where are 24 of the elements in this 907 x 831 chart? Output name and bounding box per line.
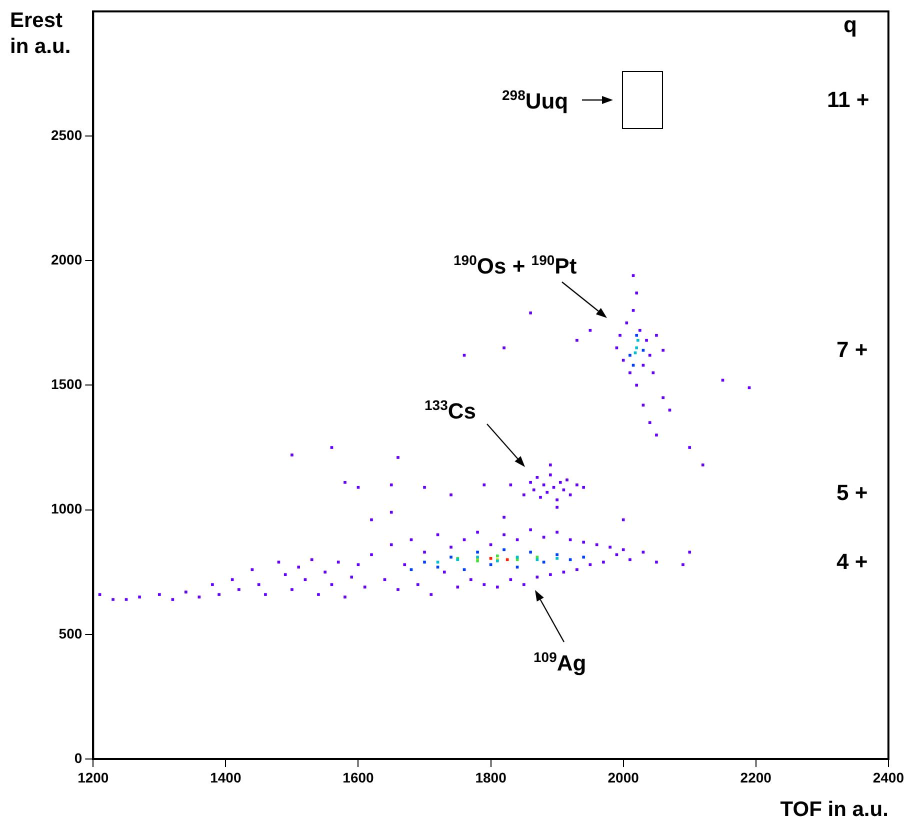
y-tick-label: 2500	[50, 126, 82, 143]
y-tick-label: 2000	[50, 251, 82, 268]
annotation: $^{298}$Uuq	[502, 87, 568, 114]
x-tick-label: 1400	[210, 769, 242, 786]
y-tick-label: 500	[58, 625, 82, 642]
y-tick-label: 0	[74, 750, 82, 766]
annotation: 11 +	[827, 87, 870, 112]
x-tick-label: 1800	[475, 769, 507, 786]
annotation: q	[844, 12, 857, 37]
x-tick-label: 2200	[740, 769, 772, 786]
x-tick-label: 2000	[608, 769, 640, 786]
y-tick-label: 1000	[50, 500, 82, 517]
x-tick-label: 1600	[342, 769, 374, 786]
annotation: $^{133}$Cs	[424, 397, 476, 424]
x-axis-title: TOF in a.u.	[780, 798, 888, 822]
annotation: 5 +	[836, 480, 868, 505]
y-tick-label: 1500	[50, 376, 82, 392]
y-axis-title: Erest in a.u.	[10, 8, 72, 60]
x-tick-label: 2400	[872, 769, 904, 786]
annotation: 7 +	[836, 337, 868, 362]
annotation: $^{109}$Ag	[534, 649, 586, 676]
annotation: 4 +	[836, 549, 868, 574]
annotation: $^{190}$Os + $^{190}$Pt	[454, 252, 577, 278]
x-tick-label: 1200	[78, 769, 109, 786]
